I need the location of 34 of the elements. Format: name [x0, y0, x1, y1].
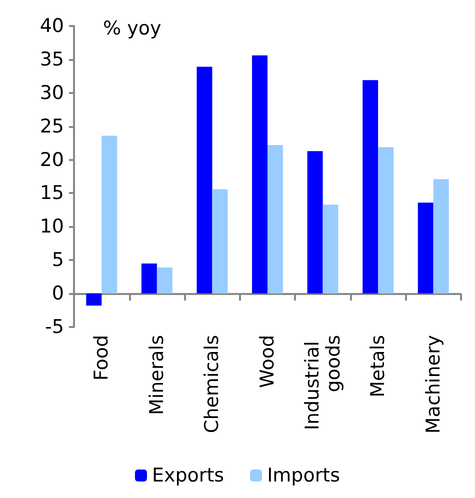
bar [141, 263, 157, 294]
bar [362, 80, 378, 294]
y-tick-label: 30 [40, 82, 64, 104]
y-tick-label: 40 [40, 15, 64, 37]
x-tick-label: Wood [256, 335, 278, 388]
y-tick-label: 20 [40, 148, 64, 171]
y-tick-label: 5 [52, 249, 64, 272]
bar [433, 179, 449, 294]
bar [322, 204, 338, 294]
x-tick-label: Food [90, 335, 113, 381]
bar [102, 136, 118, 294]
y-tick-label: 15 [40, 182, 64, 204]
bar [156, 267, 172, 294]
bar [212, 189, 228, 294]
x-tick-label: Chemicals [201, 335, 224, 434]
y-axis-title: % yoy [103, 18, 162, 40]
bar [307, 151, 323, 294]
bar [196, 66, 212, 294]
legend-label: Exports [152, 464, 224, 486]
x-tick-label: Minerals [146, 335, 168, 416]
y-tick-label: 35 [40, 48, 64, 70]
y-tick-label: -5 [45, 316, 64, 338]
bar [378, 147, 394, 294]
bar [86, 294, 102, 306]
x-tick-label: Machinery [422, 335, 444, 434]
x-tick-label: Industrial goods [301, 335, 344, 430]
bar [418, 202, 434, 294]
bar [268, 145, 283, 294]
bar [252, 55, 268, 294]
legend-label: Imports [267, 464, 340, 486]
y-tick-label: 25 [40, 115, 64, 138]
x-tick-label: Metals [367, 335, 390, 398]
y-tick-label: 10 [40, 216, 64, 238]
y-tick-label: 0 [52, 282, 64, 305]
